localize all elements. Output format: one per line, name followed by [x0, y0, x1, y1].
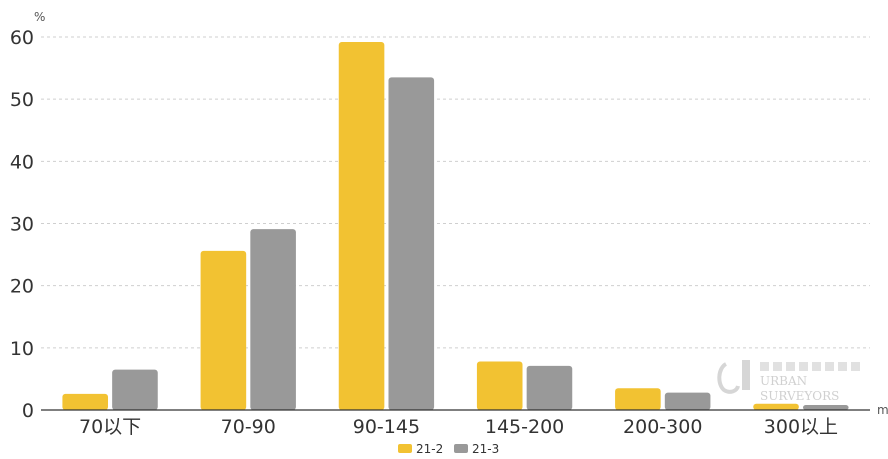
bar — [338, 41, 385, 411]
x-category-label: 70-90 — [221, 416, 276, 438]
bar — [62, 393, 109, 410]
bar — [250, 229, 296, 410]
y-tick-label: 50 — [10, 89, 34, 111]
x-axis-unit: m — [877, 403, 888, 417]
legend-item[interactable]: 21-3 — [454, 442, 499, 456]
y-tick-label: 60 — [10, 27, 34, 49]
watermark-chinese-mark — [760, 362, 860, 371]
bar — [802, 405, 849, 410]
legend-swatch — [454, 444, 468, 453]
bar — [615, 388, 661, 410]
y-tick-label: 10 — [10, 338, 34, 360]
legend: 21-2 21-3 — [398, 442, 499, 456]
x-category-label: 300以上 — [764, 416, 838, 438]
watermark-line2: SURVEYORS — [760, 389, 839, 403]
y-axis-unit: % — [34, 10, 45, 24]
bar — [753, 403, 799, 410]
watermark: URBAN SURVEYORS — [717, 360, 860, 403]
bar — [476, 361, 523, 410]
x-category-label: 200-300 — [623, 416, 702, 438]
legend-swatch — [398, 444, 412, 453]
legend-label: 21-2 — [416, 442, 443, 456]
grid-lines — [41, 36, 870, 349]
x-category-label: 70以下 — [79, 416, 141, 438]
x-category-label: 145-200 — [485, 416, 564, 438]
y-tick-label: 30 — [10, 214, 34, 236]
bar — [526, 365, 573, 410]
y-tick-label: 0 — [22, 400, 34, 422]
y-tick-label: 40 — [10, 151, 34, 173]
bar — [200, 250, 247, 410]
x-axis-labels: 70以下 70-90 90-145 145-200 200-300 300以上 — [79, 416, 838, 438]
legend-label: 21-3 — [472, 442, 499, 456]
bar — [388, 77, 435, 411]
x-category-label: 90-145 — [353, 416, 420, 438]
watermark-line1: URBAN — [760, 374, 807, 388]
urban-surveyors-logo-icon — [717, 360, 750, 394]
bar — [112, 369, 158, 410]
bar — [664, 392, 711, 410]
y-tick-label: 20 — [10, 276, 34, 298]
legend-item[interactable]: 21-2 — [398, 442, 443, 456]
bars — [62, 41, 849, 411]
y-axis-ticks: 0 10 20 30 40 50 60 — [10, 27, 34, 422]
